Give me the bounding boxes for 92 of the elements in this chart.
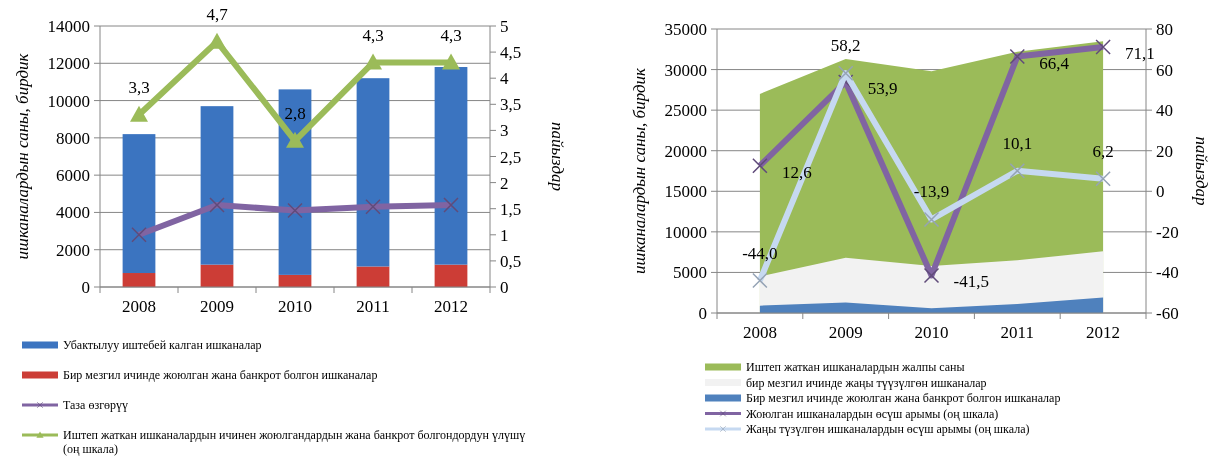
y2-tick-label: 1,5 bbox=[500, 199, 522, 219]
y-tick-label: 4000 bbox=[56, 203, 90, 223]
point bbox=[208, 32, 226, 49]
data-label: 4,3 bbox=[440, 25, 462, 45]
x-tick-label: 2011 bbox=[356, 297, 390, 316]
point bbox=[442, 53, 460, 70]
y-tick-label: 10000 bbox=[47, 91, 90, 111]
data-label: 58,2 bbox=[830, 36, 861, 56]
y2-tick-label: 20 bbox=[1156, 141, 1173, 161]
y2-tick-label: 4 bbox=[500, 69, 509, 89]
y-tick-label: 25000 bbox=[664, 101, 707, 121]
y2-tick-label: 0 bbox=[500, 278, 509, 297]
point bbox=[130, 105, 148, 122]
y-axis-title: ишканалардын саны, бирдик bbox=[630, 67, 649, 274]
legend-label: Бир мезгил ичинде жоюлган жана банкрот болгон ишканалар bbox=[746, 391, 1061, 405]
y2-tick-label: 40 bbox=[1156, 101, 1173, 121]
data-label: 53,9 bbox=[867, 78, 898, 98]
y2-axis-title: пайыздар bbox=[1192, 136, 1211, 206]
y-tick-label: 35000 bbox=[664, 20, 707, 39]
y2-tick-label: 0,5 bbox=[500, 251, 522, 271]
y2-axis-title: пайыздар bbox=[548, 121, 567, 192]
y-tick-label: 0 bbox=[698, 304, 707, 323]
data-label: 4,7 bbox=[206, 4, 229, 24]
x-tick-label: 2009 bbox=[200, 297, 234, 316]
legend-label: Жаңы түзүлгөн ишканалардын өсүш арымы (оң шкала) bbox=[746, 422, 1030, 436]
point bbox=[923, 267, 940, 284]
y-axis-title: ишканалардын саны, бирдик bbox=[13, 52, 32, 260]
y2-tick-label: 0 bbox=[1156, 182, 1165, 202]
y2-tick-label: 60 bbox=[1156, 60, 1173, 80]
legend-label: бир мезгил ичинде жаңы түүзүлгөн ишканалар bbox=[746, 375, 987, 390]
data-label: 10,1 bbox=[1002, 133, 1033, 153]
x-tick-label: 2009 bbox=[828, 323, 863, 342]
y2-tick-label: -40 bbox=[1156, 263, 1179, 283]
point bbox=[209, 197, 225, 213]
bar bbox=[356, 266, 390, 287]
legend-label: Иштеп жаткан ишканалардын жалпы саны bbox=[746, 360, 965, 374]
y2-tick-label: 80 bbox=[1156, 20, 1173, 39]
x-tick-label: 2010 bbox=[914, 323, 949, 342]
point bbox=[286, 131, 304, 148]
point bbox=[752, 157, 768, 174]
data-label: 6,2 bbox=[1092, 141, 1114, 161]
point bbox=[443, 197, 459, 213]
bar bbox=[434, 67, 468, 265]
y-tick-label: 10000 bbox=[664, 222, 707, 242]
y-tick-label: 8000 bbox=[56, 128, 90, 148]
legend-label: Бир мезгил ичинде жоюлган жана банкрот болгон ишканалар bbox=[63, 368, 378, 382]
data-label: 66,4 bbox=[1039, 53, 1070, 73]
y2-tick-label: 3,5 bbox=[500, 95, 522, 115]
y2-tick-label: 5 bbox=[500, 17, 509, 36]
y-tick-label: 2000 bbox=[56, 240, 90, 260]
point bbox=[1095, 39, 1111, 55]
legend-label: Убактылуу иштебей калган ишканалар bbox=[63, 338, 262, 352]
x-tick-label: 2012 bbox=[434, 297, 468, 316]
x-tick-label: 2011 bbox=[1000, 323, 1034, 342]
y2-tick-label: 2 bbox=[500, 173, 509, 193]
legend-label: Таза өзгөрүү bbox=[63, 398, 129, 412]
bar bbox=[122, 134, 156, 274]
y2-tick-label: 4,5 bbox=[500, 43, 522, 63]
point bbox=[131, 227, 147, 243]
y-tick-label: 30000 bbox=[664, 60, 707, 80]
x-tick-label: 2008 bbox=[122, 297, 156, 316]
y2-tick-label: -20 bbox=[1156, 222, 1179, 242]
data-label: 2,8 bbox=[284, 103, 306, 123]
point bbox=[364, 53, 382, 70]
y-tick-label: 0 bbox=[81, 278, 90, 297]
y-tick-label: 15000 bbox=[664, 182, 707, 202]
bar bbox=[200, 264, 234, 287]
legend-label: Иштеп жаткан ишканалардын ичинен жоюлгандардын жана банкрот болгондордун үлүшү (оң шкала) bbox=[63, 428, 526, 456]
point bbox=[365, 199, 381, 215]
bar bbox=[434, 264, 468, 287]
y-tick-label: 6000 bbox=[56, 166, 90, 186]
data-label: 71,1 bbox=[1125, 44, 1155, 64]
bar bbox=[200, 106, 234, 265]
y-tick-label: 20000 bbox=[664, 141, 707, 161]
x-tick-label: 2008 bbox=[742, 323, 777, 342]
point bbox=[1009, 48, 1026, 65]
x-tick-label: 2012 bbox=[1086, 323, 1121, 342]
y2-tick-label: -60 bbox=[1156, 304, 1179, 323]
bar bbox=[122, 273, 156, 287]
data-label: 3,3 bbox=[128, 77, 150, 97]
legend-label: Жоюлган ишканалардын өсүш арымы (оң шкала) bbox=[746, 406, 999, 421]
data-label: 4,3 bbox=[362, 25, 384, 45]
y2-tick-label: 1 bbox=[500, 225, 509, 245]
x-tick-label: 2010 bbox=[278, 297, 312, 316]
y-tick-label: 12000 bbox=[47, 54, 90, 74]
bar bbox=[356, 78, 390, 267]
point bbox=[287, 202, 303, 219]
y-tick-label: 5000 bbox=[673, 263, 707, 283]
y-tick-label: 14000 bbox=[47, 17, 90, 36]
y2-tick-label: 2,5 bbox=[500, 147, 522, 167]
y2-tick-label: 3 bbox=[500, 121, 509, 141]
data-label: -41,5 bbox=[953, 272, 989, 292]
